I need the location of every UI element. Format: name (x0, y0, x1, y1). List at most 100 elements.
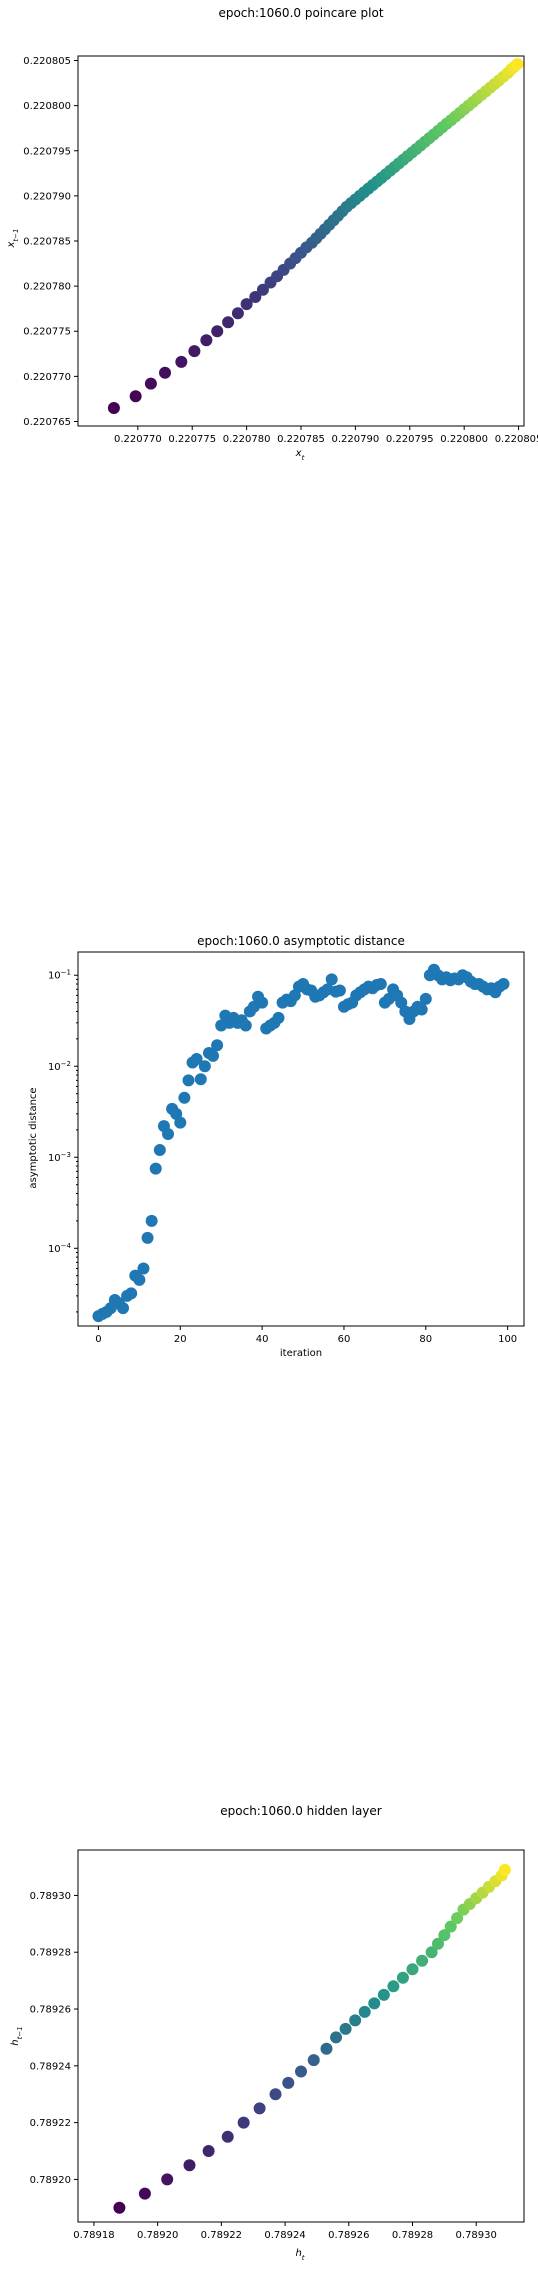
scatter-point (256, 996, 269, 1009)
scatter-point (182, 1074, 195, 1087)
scatter-point (451, 1912, 464, 1925)
scatter-point (138, 2187, 151, 2200)
x-axis-ticks: 0 20 40 60 80 100 (95, 1326, 517, 1345)
scatter-point (194, 1073, 207, 1086)
scatter-point (117, 1302, 130, 1315)
scatter-point (125, 1287, 138, 1300)
scatter-point (377, 1988, 390, 2001)
scatter-point (237, 2116, 250, 2129)
y-tick-label: 0.220800 (23, 101, 71, 112)
scatter-point (330, 2031, 343, 2044)
x-tick-label: 0.220800 (440, 434, 488, 445)
scatter-point (396, 1971, 409, 1984)
scatter-point (190, 1053, 203, 1066)
scatter-point (325, 973, 338, 986)
x-axis-label-base: h (295, 2248, 301, 2259)
x-axis-label-sub: t (302, 454, 305, 462)
y-axis-label: xt−1 (6, 229, 20, 249)
y-axis-ticks: 0.78920 0.78922 0.78924 0.78926 0.78928 0.789… (30, 1891, 78, 2186)
scatter-point (107, 401, 120, 414)
scatter-point (249, 290, 262, 303)
scatter-points (92, 963, 510, 1323)
x-tick-label: 20 (174, 1334, 187, 1345)
scatter-point (239, 1019, 252, 1032)
scatter-point (162, 1128, 175, 1141)
scatter-point (431, 1937, 444, 1950)
x-axis-label: iteration (280, 1348, 322, 1359)
scatter-point (511, 58, 524, 71)
y-tick-label: 0.220805 (23, 56, 71, 67)
y-tick-label: 0.220785 (23, 237, 71, 248)
y-tick-label: 0.78930 (30, 1891, 71, 1902)
scatter-point (153, 1144, 166, 1157)
scatter-point (211, 1039, 224, 1052)
scatter-point (200, 334, 213, 347)
y-tick-label: 0.220765 (23, 417, 71, 428)
y-axis-ticks: 0.220765 0.220770 0.220775 0.220780 0.220785… (23, 56, 78, 428)
y-axis-label: ht−1 (10, 2026, 24, 2045)
scatter-point (358, 2005, 371, 2018)
scatter-point (256, 283, 269, 296)
scatter-point (161, 2173, 174, 2186)
y-tick-label: 0.78922 (30, 2118, 71, 2129)
scatter-point (415, 1003, 428, 1016)
y-axis-label-sub: t−1 (12, 229, 20, 242)
y-axis-ticks: 10−4 10−3 10−2 10−1 (48, 969, 78, 1313)
scatter-point (269, 2088, 282, 2101)
y-axis-label-sub: t−1 (16, 2026, 24, 2039)
scatter-points (107, 58, 524, 414)
plot-frame (77, 951, 525, 1327)
scatter-point (222, 316, 235, 329)
y-axis-label: asymptotic distance (28, 1087, 39, 1188)
scatter-point (231, 307, 244, 320)
x-tick-label: 0.220790 (332, 434, 380, 445)
scatter-point (368, 1997, 381, 2010)
y-tick-label: 0.220780 (23, 282, 71, 293)
x-tick-label: 40 (256, 1334, 269, 1345)
scatter-point (183, 2159, 196, 2172)
scatter-point (145, 1214, 158, 1227)
scatter-point (387, 1980, 400, 1993)
chart-asymptotic-distance: epoch:1060.0 asymptotic distance 0 20 40 60… (28, 934, 525, 1359)
scatter-point (240, 298, 253, 311)
x-tick-label: 0.78920 (137, 2230, 178, 2241)
scatter-point (307, 2054, 320, 2067)
x-tick-label: 0.220795 (386, 434, 434, 445)
y-tick-label: 0.220795 (23, 146, 71, 157)
scatter-point (175, 355, 188, 368)
scatter-point (141, 1231, 154, 1244)
scatter-point (497, 978, 510, 991)
scatter-point (320, 2042, 333, 2055)
x-axis-ticks: 0.220770 0.220775 0.220780 0.220785 0.220790… (114, 426, 538, 445)
x-tick-label: 0.220775 (168, 434, 216, 445)
x-tick-label: 0.220780 (223, 434, 271, 445)
x-tick-label: 80 (419, 1334, 432, 1345)
scatter-point (339, 2022, 352, 2035)
y-tick-label: 0.220770 (23, 372, 71, 383)
y-tick-label: 0.220775 (23, 327, 71, 338)
scatter-point (406, 1963, 419, 1976)
scatter-point (253, 2102, 266, 2115)
y-tick-label: 10−1 (48, 969, 71, 982)
y-axis-label-base: h (10, 2039, 21, 2045)
x-axis-ticks: 0.78918 0.78920 0.78922 0.78924 0.78926 0.789… (73, 2222, 497, 2241)
x-axis-label-sub: t (302, 2254, 305, 2262)
scatter-point (159, 366, 172, 379)
x-axis-label: xt (295, 448, 305, 462)
scatter-point (113, 2201, 126, 2214)
scatter-point (211, 325, 224, 338)
x-tick-label: 100 (498, 1334, 517, 1345)
y-tick-label: 0.78928 (30, 1948, 71, 1959)
scatter-point (282, 2076, 295, 2089)
x-tick-label: 0.220770 (114, 434, 162, 445)
chart-title: epoch:1060.0 poincare plot (218, 6, 383, 20)
scatter-point (198, 1060, 211, 1073)
chart-poincare: epoch:1060.0 poincare plot 0.220770 0.220… (6, 6, 538, 462)
x-tick-label: 0.220785 (277, 434, 325, 445)
y-tick-label: 0.78920 (30, 2175, 71, 2186)
scatter-point (444, 1920, 457, 1933)
scatter-points (113, 1863, 511, 2214)
y-tick-label: 0.220790 (23, 191, 71, 202)
scatter-point (416, 1954, 429, 1967)
